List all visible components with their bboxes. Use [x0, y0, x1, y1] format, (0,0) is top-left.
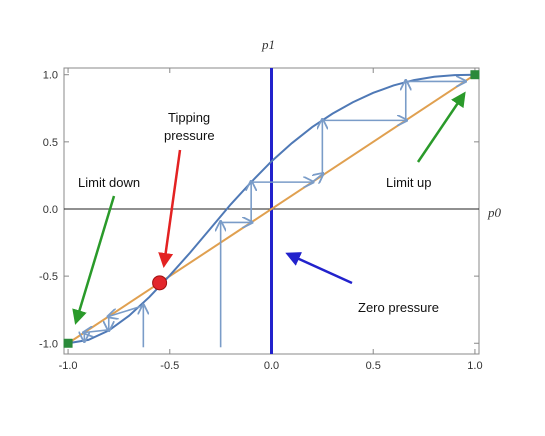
limit-point-marker: [470, 70, 480, 80]
limit-up-arrow: [416, 91, 466, 163]
tipping-point-marker: [152, 275, 168, 291]
y-tick-label: 1.0: [43, 70, 58, 82]
y-tick-label: 0.0: [43, 204, 58, 216]
tipping-pressure-arrow: [158, 149, 182, 268]
y-tick-labels: -1.0 -0.5 0.0 0.5 1.0: [39, 70, 58, 351]
x-tick-label: -0.5: [160, 360, 179, 372]
x-tick-label: -1.0: [59, 360, 78, 372]
y-axis-label: p1: [261, 37, 275, 52]
limit-point-marker: [63, 338, 73, 348]
x-tick-label: 1.0: [467, 360, 482, 372]
limit-down-arrow: [72, 195, 116, 325]
limit-up-label: Limit up: [386, 175, 432, 190]
y-tick-label: -1.0: [39, 338, 58, 350]
tipping-pressure-label-line1: Tipping: [168, 110, 210, 125]
tipping-pressure-label-line2: pressure: [164, 128, 215, 143]
x-axis-label: p0: [487, 205, 502, 220]
y-tick-label: -0.5: [39, 271, 58, 283]
x-tick-label: 0.5: [366, 360, 381, 372]
zero-pressure-arrow: [285, 252, 353, 285]
x-tick-label: 0.0: [264, 360, 279, 372]
fixed-points: [63, 70, 480, 348]
y-tick-label: 0.5: [43, 137, 58, 149]
cobweb-step: [311, 174, 322, 182]
x-tick-labels: -1.0 -0.5 0.0 0.5 1.0: [59, 360, 483, 372]
limit-down-label: Limit down: [78, 175, 140, 190]
cobweb-iterations: [84, 81, 464, 348]
cobweb-step: [109, 304, 144, 317]
zero-pressure-label: Zero pressure: [358, 300, 439, 315]
